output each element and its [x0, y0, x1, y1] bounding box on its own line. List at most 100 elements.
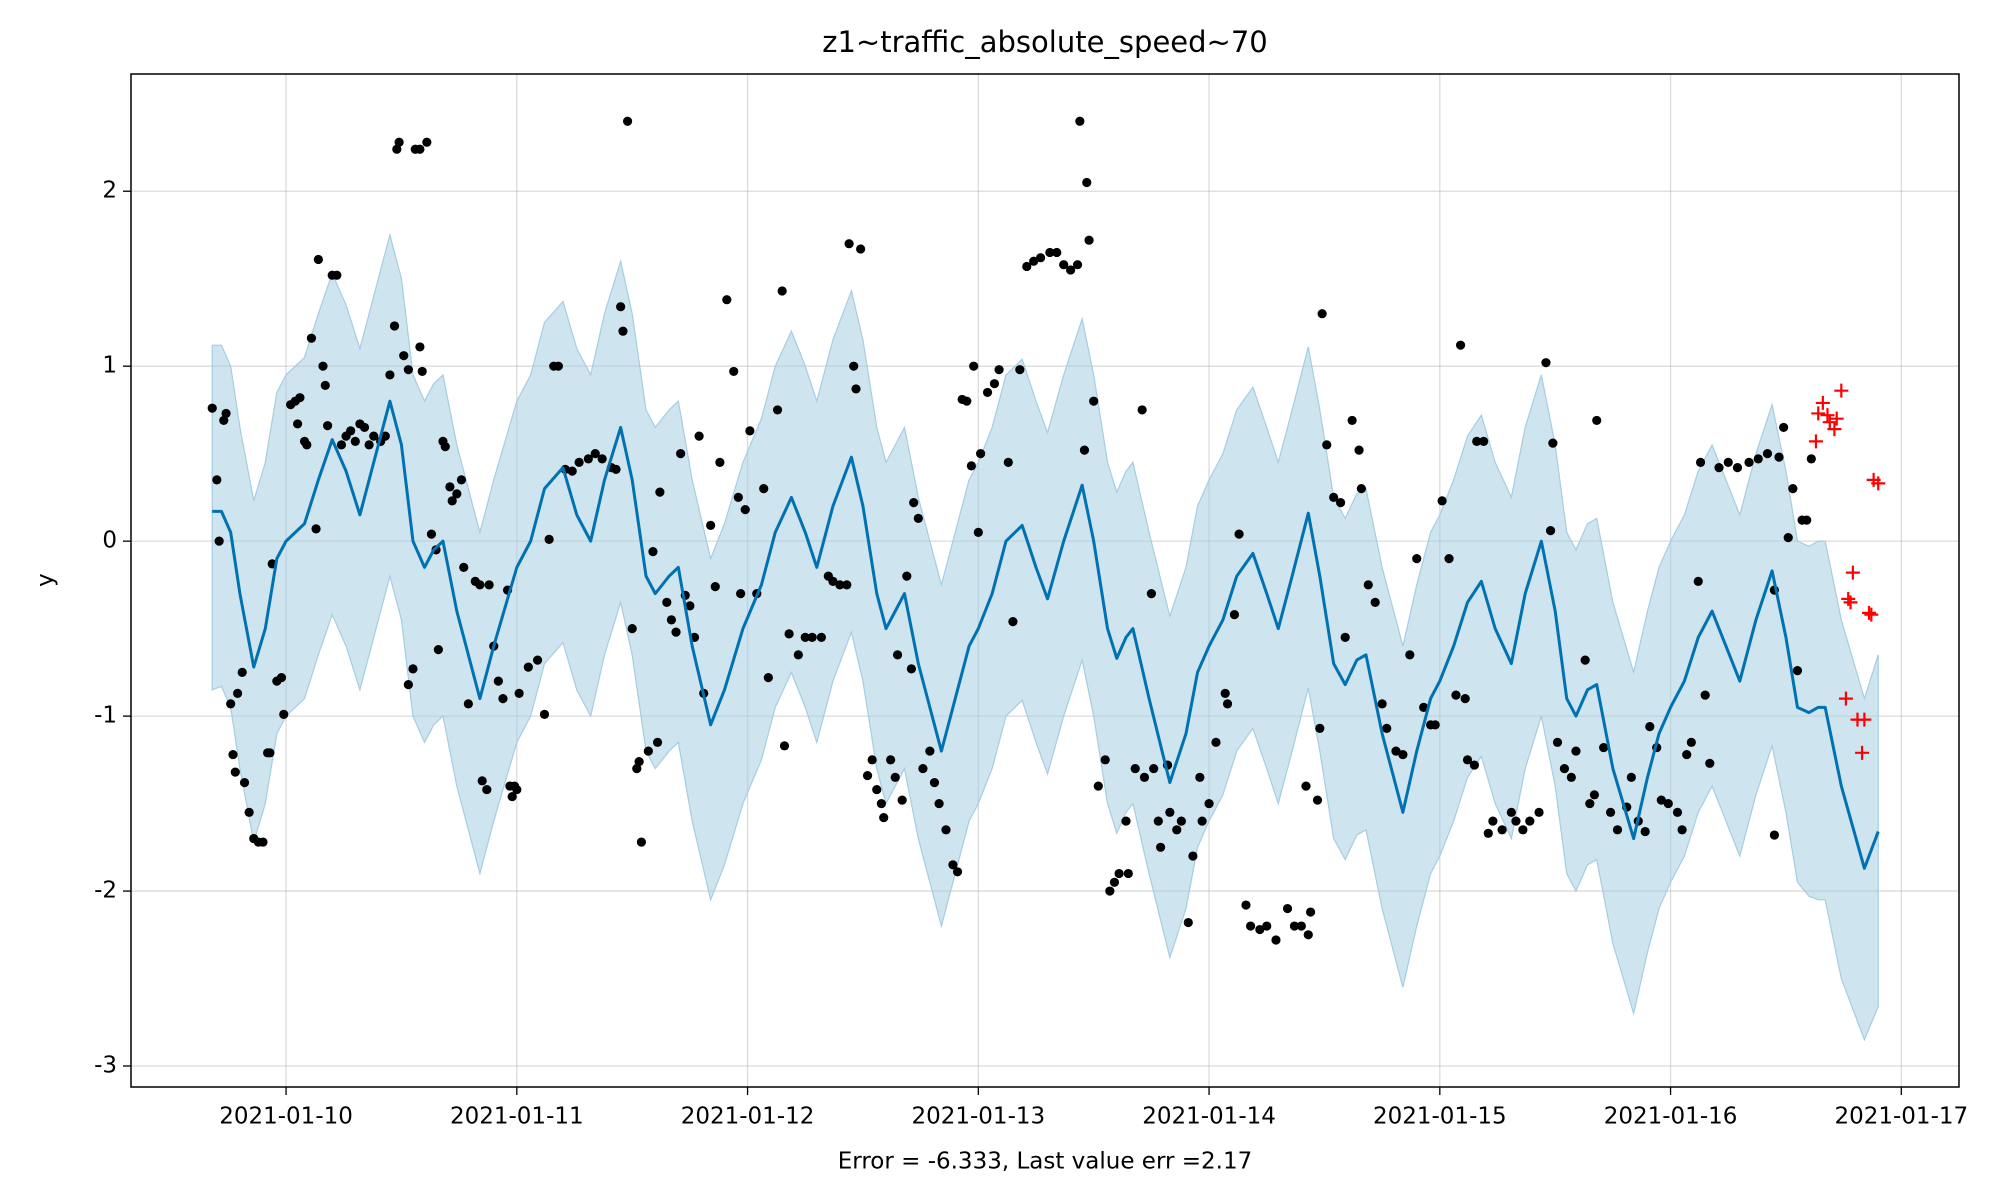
observed-point	[632, 763, 642, 774]
observed-point	[1183, 917, 1193, 928]
new-observed-point	[1845, 565, 1860, 580]
observed-point	[876, 798, 886, 809]
observed-point	[394, 137, 404, 147]
y-tick-label: 0	[102, 528, 117, 554]
observed-point	[493, 676, 503, 686]
observed-point	[976, 449, 986, 459]
observed-point	[611, 464, 621, 475]
observed-point	[745, 426, 755, 436]
observed-point	[567, 466, 577, 476]
observed-point	[694, 431, 704, 441]
observed-point	[1472, 436, 1482, 447]
observed-point	[1612, 825, 1623, 835]
observed-point	[1123, 868, 1133, 879]
observed-point	[1296, 921, 1306, 931]
observed-point	[244, 807, 254, 817]
observed-point	[1008, 617, 1018, 627]
observed-point	[890, 772, 900, 782]
observed-point	[311, 524, 321, 534]
observed-point	[212, 475, 222, 485]
axes: 2021-01-10 2021-01-11 2021-01-12 2021-01-13…	[94, 178, 1968, 1130]
observed-point	[1153, 816, 1163, 826]
observed-point	[867, 755, 877, 765]
observed-point	[1488, 816, 1498, 826]
observed-point	[417, 366, 427, 377]
observed-point	[459, 562, 469, 572]
observed-point	[1455, 340, 1466, 350]
observed-point	[1566, 772, 1576, 782]
observed-point	[902, 571, 912, 581]
observed-point	[1075, 116, 1085, 126]
observed-point	[385, 370, 395, 380]
observed-point	[359, 422, 370, 433]
observed-point	[1262, 921, 1272, 931]
observed-point	[1571, 746, 1581, 756]
observed-point	[622, 116, 633, 126]
observed-point	[918, 763, 928, 774]
observed-point	[784, 629, 794, 639]
observed-point	[1774, 452, 1784, 462]
observed-point	[1354, 445, 1364, 455]
observed-point	[392, 144, 402, 154]
observed-point	[1188, 851, 1198, 861]
observed-point	[1036, 253, 1046, 263]
forecast-line	[212, 399, 1880, 870]
observed-point	[772, 405, 783, 415]
chart-title: z1~traffic_absolute_speed~70	[822, 25, 1268, 59]
observed-point	[1347, 415, 1357, 426]
y-tick-label: -2	[94, 878, 117, 904]
observed-point	[364, 440, 374, 450]
observed-point	[597, 454, 607, 464]
observed-point	[1511, 816, 1521, 826]
observed-point	[779, 741, 790, 751]
observed-point	[221, 408, 231, 419]
observed-point	[1518, 825, 1528, 835]
x-tick-label: 2021-01-17	[1834, 1104, 1968, 1130]
observed-point	[426, 529, 437, 539]
observed-point	[1255, 924, 1265, 935]
observed-point	[929, 777, 940, 788]
observed-point	[1289, 921, 1300, 931]
observed-point	[433, 645, 443, 655]
observed-point	[913, 513, 923, 523]
observed-point	[1195, 772, 1205, 782]
observed-point	[415, 342, 425, 352]
observed-point	[1451, 690, 1461, 700]
observed-point	[553, 361, 563, 371]
observed-point	[1541, 358, 1551, 368]
observed-point	[265, 748, 275, 758]
observed-point	[1398, 749, 1408, 760]
observed-point	[322, 421, 333, 431]
observed-point	[583, 454, 593, 464]
observed-point	[463, 699, 473, 709]
observed-point	[1682, 749, 1692, 760]
observed-point	[1802, 515, 1812, 525]
new-observed-point	[1841, 591, 1856, 606]
observed-point	[763, 673, 773, 683]
observed-point	[214, 536, 224, 546]
observed-point	[1176, 816, 1186, 826]
observed-point	[318, 361, 328, 371]
observed-point	[1732, 463, 1743, 473]
observed-point	[618, 326, 628, 336]
observed-point	[1534, 807, 1544, 817]
y-tick-label: 2	[102, 178, 117, 204]
observed-point	[1714, 463, 1724, 473]
observed-point	[512, 784, 522, 795]
observed-point	[514, 688, 524, 698]
observed-point	[1356, 484, 1366, 494]
observed-point	[456, 475, 467, 485]
observed-point	[346, 426, 356, 436]
observed-point	[909, 498, 919, 508]
observed-point	[445, 482, 455, 492]
observed-point	[228, 749, 238, 760]
observed-point	[722, 295, 732, 305]
observed-point	[1220, 688, 1230, 698]
observed-point	[1430, 720, 1440, 730]
x-tick-label: 2021-01-15	[1373, 1104, 1507, 1130]
observed-point	[777, 286, 787, 296]
observed-point	[1700, 690, 1710, 700]
y-tick-label: -3	[94, 1053, 117, 1079]
observed-point	[872, 784, 882, 795]
